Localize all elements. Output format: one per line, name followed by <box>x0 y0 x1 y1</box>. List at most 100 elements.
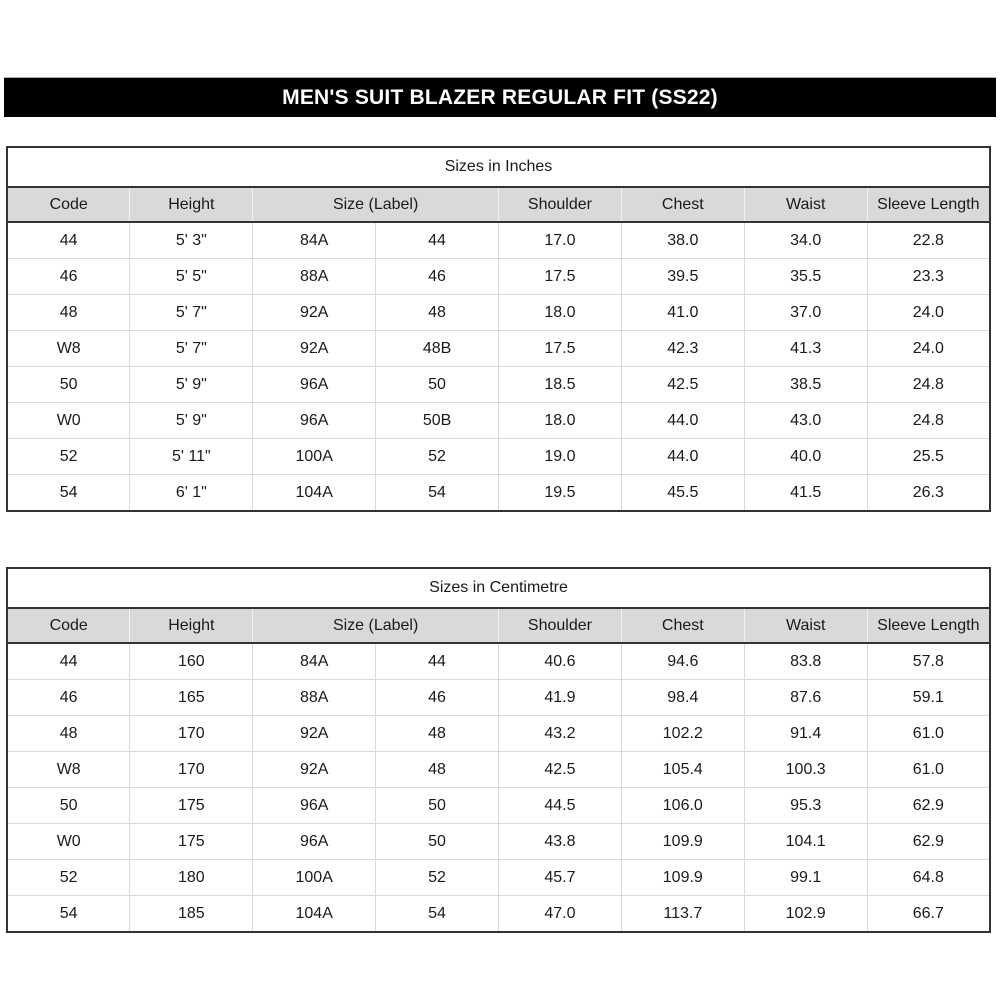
table-row: 48 170 92A 48 43.2 102.2 91.4 61.0 <box>6 715 991 752</box>
table-cell: 6' 1" <box>129 474 254 512</box>
table-cell: 88A <box>252 679 377 716</box>
table-cell: 52 <box>375 859 499 896</box>
table-row: 50 5' 9" 96A 50 18.5 42.5 38.5 24.8 <box>6 366 991 403</box>
table-cell: 54 <box>6 474 131 512</box>
table-cell: 18.0 <box>498 402 622 439</box>
table-cell: W8 <box>6 330 131 367</box>
table-cell: 50 <box>6 787 131 824</box>
table-row: W0 5' 9" 96A 50B 18.0 44.0 43.0 24.8 <box>6 402 991 439</box>
table-cell: 23.3 <box>866 258 991 295</box>
table-cell: 96A <box>252 402 377 439</box>
table-cell: 50B <box>375 402 499 439</box>
table-cell: 100A <box>252 438 377 475</box>
table-cell: 165 <box>129 679 254 716</box>
table-cell: 50 <box>375 787 499 824</box>
table-cell: 17.5 <box>498 258 622 295</box>
table-row: 54 185 104A 54 47.0 113.7 102.9 66.7 <box>6 895 991 933</box>
table-cell: 54 <box>375 895 499 933</box>
table-header-row: Code Height Size (Label) Shoulder Chest Waist… <box>7 608 990 644</box>
table-cell: 61.0 <box>866 751 991 788</box>
table-cell: 54 <box>375 474 499 512</box>
table-cell: 46 <box>6 679 131 716</box>
table-cell: 5' 9" <box>129 366 254 403</box>
table-cell: 105.4 <box>620 751 745 788</box>
table-cell: 22.8 <box>866 221 991 259</box>
header-cell-shoulder: Shoulder <box>498 187 622 223</box>
table-cell: 185 <box>129 895 254 933</box>
table-cell: 57.8 <box>866 642 991 680</box>
table-cell: 43.0 <box>743 402 868 439</box>
table-cell: 24.0 <box>866 330 991 367</box>
table-cell: 66.7 <box>866 895 991 933</box>
table-cell: 102.9 <box>743 895 868 933</box>
table-cell: 48 <box>375 294 499 331</box>
table-row: 46 5' 5" 88A 46 17.5 39.5 35.5 23.3 <box>6 258 991 295</box>
table-cell: 109.9 <box>620 859 745 896</box>
table-cell: 26.3 <box>866 474 991 512</box>
table-cell: 54 <box>6 895 131 933</box>
header-cell-height: Height <box>129 608 253 644</box>
table-cell: 109.9 <box>620 823 745 860</box>
table-cell: 5' 9" <box>129 402 254 439</box>
table-cell: 39.5 <box>620 258 745 295</box>
table-cell: 100.3 <box>743 751 868 788</box>
table-cell: 106.0 <box>620 787 745 824</box>
table-cell: 50 <box>375 366 499 403</box>
table-cell: 52 <box>375 438 499 475</box>
table-cell: 46 <box>6 258 131 295</box>
table-cell: 48 <box>6 715 131 752</box>
header-cell-sleeve-length: Sleeve Length <box>866 608 990 644</box>
table-row: 44 5' 3" 84A 44 17.0 38.0 34.0 22.8 <box>6 221 991 259</box>
table-cell: 5' 3" <box>129 221 254 259</box>
table-cell: 45.5 <box>620 474 745 512</box>
table-cell: 47.0 <box>498 895 622 933</box>
table-cell: 41.9 <box>498 679 622 716</box>
table-cell: 46 <box>375 258 499 295</box>
header-cell-height: Height <box>129 187 253 223</box>
size-chart-page: MEN'S SUIT BLAZER REGULAR FIT (SS22) Siz… <box>0 77 1000 1000</box>
table-cell: 25.5 <box>866 438 991 475</box>
header-cell-sleeve-length: Sleeve Length <box>866 187 990 223</box>
table-cell: 48 <box>375 751 499 788</box>
table-cell: 40.0 <box>743 438 868 475</box>
page-title: MEN'S SUIT BLAZER REGULAR FIT (SS22) <box>282 85 718 109</box>
table-cell: 24.0 <box>866 294 991 331</box>
table-cell: 100A <box>252 859 377 896</box>
table-cell: 41.5 <box>743 474 868 512</box>
table-cell: 160 <box>129 642 254 680</box>
table-cell: 24.8 <box>866 366 991 403</box>
sizes-in-inches-table: Sizes in Inches Code Height Size (Label) Sho… <box>6 146 991 512</box>
table-cell: 40.6 <box>498 642 622 680</box>
table-cell: 43.8 <box>498 823 622 860</box>
table-cell: 99.1 <box>743 859 868 896</box>
table-cell: 96A <box>252 823 377 860</box>
table-row: 52 5' 11" 100A 52 19.0 44.0 40.0 25.5 <box>6 438 991 475</box>
table-cell: 42.5 <box>498 751 622 788</box>
table-cell: 170 <box>129 751 254 788</box>
table-cell: 44.5 <box>498 787 622 824</box>
table-cell: 42.3 <box>620 330 745 367</box>
table-cell: 61.0 <box>866 715 991 752</box>
table-title: Sizes in Inches <box>7 147 990 188</box>
table-cell: 44 <box>6 642 131 680</box>
table-cell: 180 <box>129 859 254 896</box>
table-cell: 94.6 <box>620 642 745 680</box>
table-header-row: Code Height Size (Label) Shoulder Chest Waist… <box>7 187 990 223</box>
table-cell: 50 <box>375 823 499 860</box>
table-cell: 48 <box>6 294 131 331</box>
header-cell-chest: Chest <box>620 187 745 223</box>
table-cell: 48B <box>375 330 499 367</box>
table-cell: 44 <box>375 642 499 680</box>
table-cell: 92A <box>252 330 377 367</box>
table-cell: 95.3 <box>743 787 868 824</box>
table-cell: 92A <box>252 715 377 752</box>
table-row: W8 5' 7" 92A 48B 17.5 42.3 41.3 24.0 <box>6 330 991 367</box>
table-cell: 113.7 <box>620 895 745 933</box>
table-cell: 44 <box>375 221 499 259</box>
table-cell: 96A <box>252 787 377 824</box>
table-row: 46 165 88A 46 41.9 98.4 87.6 59.1 <box>6 679 991 716</box>
table-cell: 92A <box>252 751 377 788</box>
table-cell: 62.9 <box>866 823 991 860</box>
table-cell: 46 <box>375 679 499 716</box>
table-cell: 84A <box>252 221 377 259</box>
